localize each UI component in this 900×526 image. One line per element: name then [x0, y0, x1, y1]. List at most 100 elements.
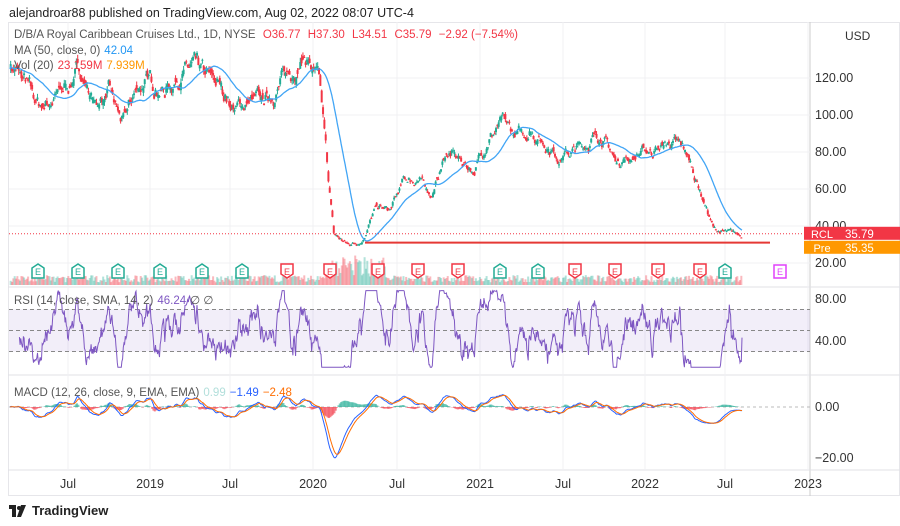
- candle-body: [551, 149, 554, 151]
- candle-body: [458, 157, 461, 159]
- volume-bar: [315, 279, 318, 285]
- volume-bar: [221, 279, 224, 285]
- candle-body: [429, 195, 432, 198]
- volume-bar: [575, 276, 578, 285]
- volume-bar: [273, 275, 276, 285]
- candle-body: [470, 172, 473, 174]
- volume-bar: [295, 276, 298, 285]
- macd-histogram-bar: [128, 403, 131, 407]
- volume-bar: [238, 277, 241, 285]
- candle-body: [480, 152, 483, 156]
- macd-histogram-bar: [502, 406, 505, 407]
- candle-body: [322, 107, 325, 115]
- tradingview-logo[interactable]: TradingView: [9, 503, 108, 518]
- volume-bar: [594, 279, 597, 285]
- macd-histogram-bar: [404, 406, 407, 407]
- volume-bar: [351, 270, 354, 285]
- macd-histogram-bar: [338, 403, 341, 407]
- candle-body: [523, 136, 526, 138]
- candle-body: [379, 205, 382, 207]
- macd-histogram-bar: [488, 404, 491, 407]
- candle-body: [106, 89, 109, 94]
- volume-bar: [453, 277, 456, 285]
- candle-body: [564, 148, 567, 150]
- candle-body: [520, 129, 523, 131]
- volume-bar: [493, 278, 496, 285]
- candle-body: [277, 86, 280, 88]
- candle-body: [399, 184, 402, 186]
- macd-histogram-bar: [207, 407, 210, 409]
- candle-body: [21, 77, 24, 79]
- volume-bar: [280, 280, 283, 285]
- candle-body: [486, 147, 489, 149]
- candle-body: [57, 85, 60, 88]
- candle-body: [402, 176, 405, 178]
- macd-histogram-bar: [400, 405, 403, 407]
- ma-legend[interactable]: MA (50, close, 0) 42.04: [14, 45, 133, 57]
- candle-body: [319, 75, 322, 86]
- candle-body: [11, 67, 14, 72]
- candle-body: [238, 99, 241, 104]
- candle-body: [122, 113, 125, 118]
- volume-bar: [265, 276, 268, 285]
- volume-bar: [417, 276, 420, 285]
- macd-histogram-bar: [577, 405, 580, 407]
- earnings-event-letter: E: [239, 267, 245, 277]
- candle-body: [253, 93, 256, 96]
- candle-body: [372, 209, 375, 211]
- macd-histogram-bar: [619, 407, 621, 409]
- macd-histogram-bar: [452, 407, 455, 408]
- macd-histogram-bar: [724, 404, 727, 407]
- candle-body: [149, 70, 152, 74]
- candle-body: [562, 156, 565, 161]
- volume-bar: [709, 275, 712, 285]
- volume-bar: [281, 276, 284, 285]
- macd-histogram-bar: [447, 406, 450, 407]
- volume-bar: [225, 277, 228, 285]
- candle-body: [348, 244, 351, 246]
- volume-bar: [649, 281, 652, 285]
- candle-body: [135, 85, 138, 89]
- volume-bar: [108, 276, 111, 285]
- candle-body: [61, 91, 64, 93]
- candle-body: [578, 141, 581, 144]
- macd-histogram-bar: [219, 407, 222, 408]
- macd-histogram-bar: [216, 407, 219, 409]
- macd-histogram-bar: [497, 406, 499, 407]
- volume-bar: [738, 280, 741, 285]
- volume-bar: [204, 278, 207, 285]
- macd-histogram-bar: [303, 406, 306, 407]
- candle-body: [102, 99, 105, 106]
- volume-bar: [279, 281, 282, 285]
- candle-body: [678, 140, 681, 142]
- volume-bar: [633, 276, 636, 285]
- macd-histogram-bar: [373, 403, 376, 407]
- volume-bar: [80, 275, 83, 285]
- macd-histogram-bar: [546, 407, 549, 409]
- macd-histogram-bar: [210, 407, 213, 408]
- earnings-event-letter: E: [455, 267, 461, 277]
- candle-body: [539, 140, 542, 142]
- candle-body: [194, 55, 197, 59]
- earnings-event-shape: [71, 263, 85, 279]
- volume-bar: [343, 258, 346, 285]
- candle-body: [67, 90, 70, 94]
- pre-price-text: 35.35: [845, 243, 874, 255]
- candle-body: [732, 230, 735, 232]
- macd-signal-value: −2.48: [262, 387, 292, 399]
- macd-legend[interactable]: MACD (12, 26, close, 9, EMA, EMA) 0.99 −1.…: [14, 387, 292, 399]
- candle-body: [690, 166, 693, 168]
- rsi-legend[interactable]: RSI (14, close, SMA, 14, 2) 46.24 ∅ ∅: [14, 293, 213, 307]
- candle-body: [407, 177, 410, 180]
- candle-body: [671, 140, 674, 143]
- macd-histogram-bar: [199, 407, 202, 410]
- vol-legend[interactable]: Vol (20) 23.159M 7.939M: [14, 60, 145, 72]
- macd-histogram-bar: [468, 407, 471, 409]
- macd-histogram-bar: [730, 405, 733, 407]
- candle-body: [705, 207, 708, 209]
- candle-body: [409, 180, 412, 182]
- volume-bar: [228, 279, 231, 285]
- candle-body: [403, 177, 406, 180]
- volume-bar: [217, 278, 220, 285]
